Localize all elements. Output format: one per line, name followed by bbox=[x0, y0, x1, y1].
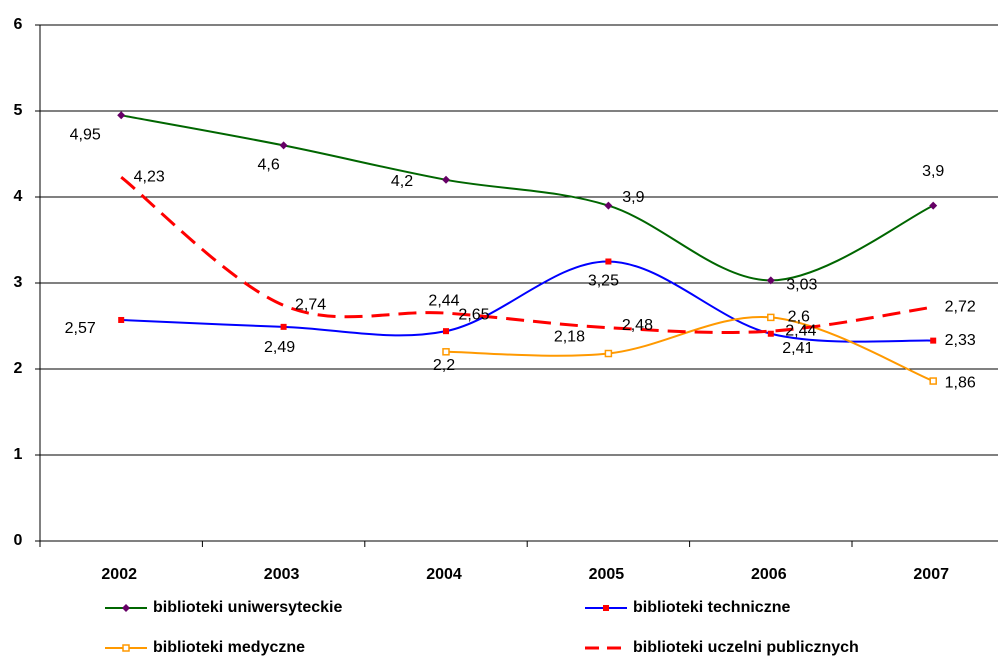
data-label: 2,44 bbox=[785, 322, 816, 339]
data-label: 2,44 bbox=[428, 292, 459, 309]
data-label: 2,2 bbox=[433, 357, 455, 374]
data-label: 2,57 bbox=[65, 320, 96, 337]
marker bbox=[443, 328, 449, 335]
data-label: 3,9 bbox=[622, 189, 644, 206]
legend-marker bbox=[603, 605, 609, 611]
y-tick-label: 3 bbox=[14, 274, 23, 291]
marker bbox=[442, 348, 450, 356]
series-line bbox=[121, 260, 934, 343]
data-label: 3,25 bbox=[588, 273, 619, 290]
legend-marker bbox=[122, 604, 130, 612]
legend-label: biblioteki techniczne bbox=[633, 599, 790, 616]
x-tick-label: 2007 bbox=[913, 566, 949, 583]
legend-label: biblioteki medyczne bbox=[153, 639, 305, 656]
legend-label: biblioteki uczelni publicznych bbox=[633, 639, 859, 656]
marker bbox=[929, 377, 937, 385]
y-tick-label: 2 bbox=[14, 360, 23, 377]
y-tick-label: 6 bbox=[14, 16, 23, 33]
marker bbox=[118, 316, 125, 323]
data-label: 3,03 bbox=[786, 277, 817, 294]
x-tick-label: 2006 bbox=[751, 566, 787, 583]
series-line bbox=[445, 315, 934, 382]
x-tick-label: 2002 bbox=[101, 566, 137, 583]
legend-marker bbox=[122, 644, 130, 652]
legend-label: biblioteki uniwersyteckie bbox=[153, 599, 343, 616]
y-tick-label: 4 bbox=[14, 188, 23, 205]
data-label: 4,95 bbox=[70, 127, 101, 144]
data-label: 3,9 bbox=[922, 163, 944, 180]
marker bbox=[767, 313, 775, 322]
y-tick-label: 0 bbox=[14, 532, 23, 549]
marker bbox=[279, 141, 288, 150]
data-label: 2,18 bbox=[554, 329, 585, 346]
x-tick-label: 2005 bbox=[589, 566, 625, 583]
marker bbox=[604, 349, 613, 358]
data-label: 2,41 bbox=[782, 340, 813, 357]
data-label: 1,86 bbox=[945, 374, 976, 391]
series-line bbox=[121, 114, 934, 282]
x-tick-label: 2003 bbox=[264, 566, 300, 583]
marker bbox=[117, 111, 126, 120]
data-label: 2,6 bbox=[788, 309, 810, 326]
y-tick-label: 5 bbox=[14, 102, 23, 119]
data-label: 4,2 bbox=[391, 173, 413, 190]
data-label: 2,49 bbox=[264, 339, 295, 356]
data-label: 4,6 bbox=[257, 157, 279, 174]
marker bbox=[766, 276, 775, 285]
marker bbox=[605, 258, 612, 265]
y-tick-label: 1 bbox=[14, 446, 23, 463]
x-tick-label: 2004 bbox=[426, 566, 462, 583]
marker bbox=[929, 201, 938, 210]
data-label: 2,48 bbox=[622, 317, 653, 334]
data-label: 2,74 bbox=[295, 297, 326, 314]
data-label: 2,65 bbox=[458, 306, 489, 323]
marker bbox=[604, 201, 613, 210]
marker bbox=[280, 323, 287, 330]
marker bbox=[767, 330, 774, 337]
data-label: 2,33 bbox=[945, 332, 976, 349]
marker bbox=[930, 337, 937, 344]
data-label: 2,72 bbox=[945, 298, 976, 315]
marker bbox=[442, 175, 450, 184]
data-label: 4,23 bbox=[134, 168, 165, 185]
series-line bbox=[120, 176, 934, 334]
